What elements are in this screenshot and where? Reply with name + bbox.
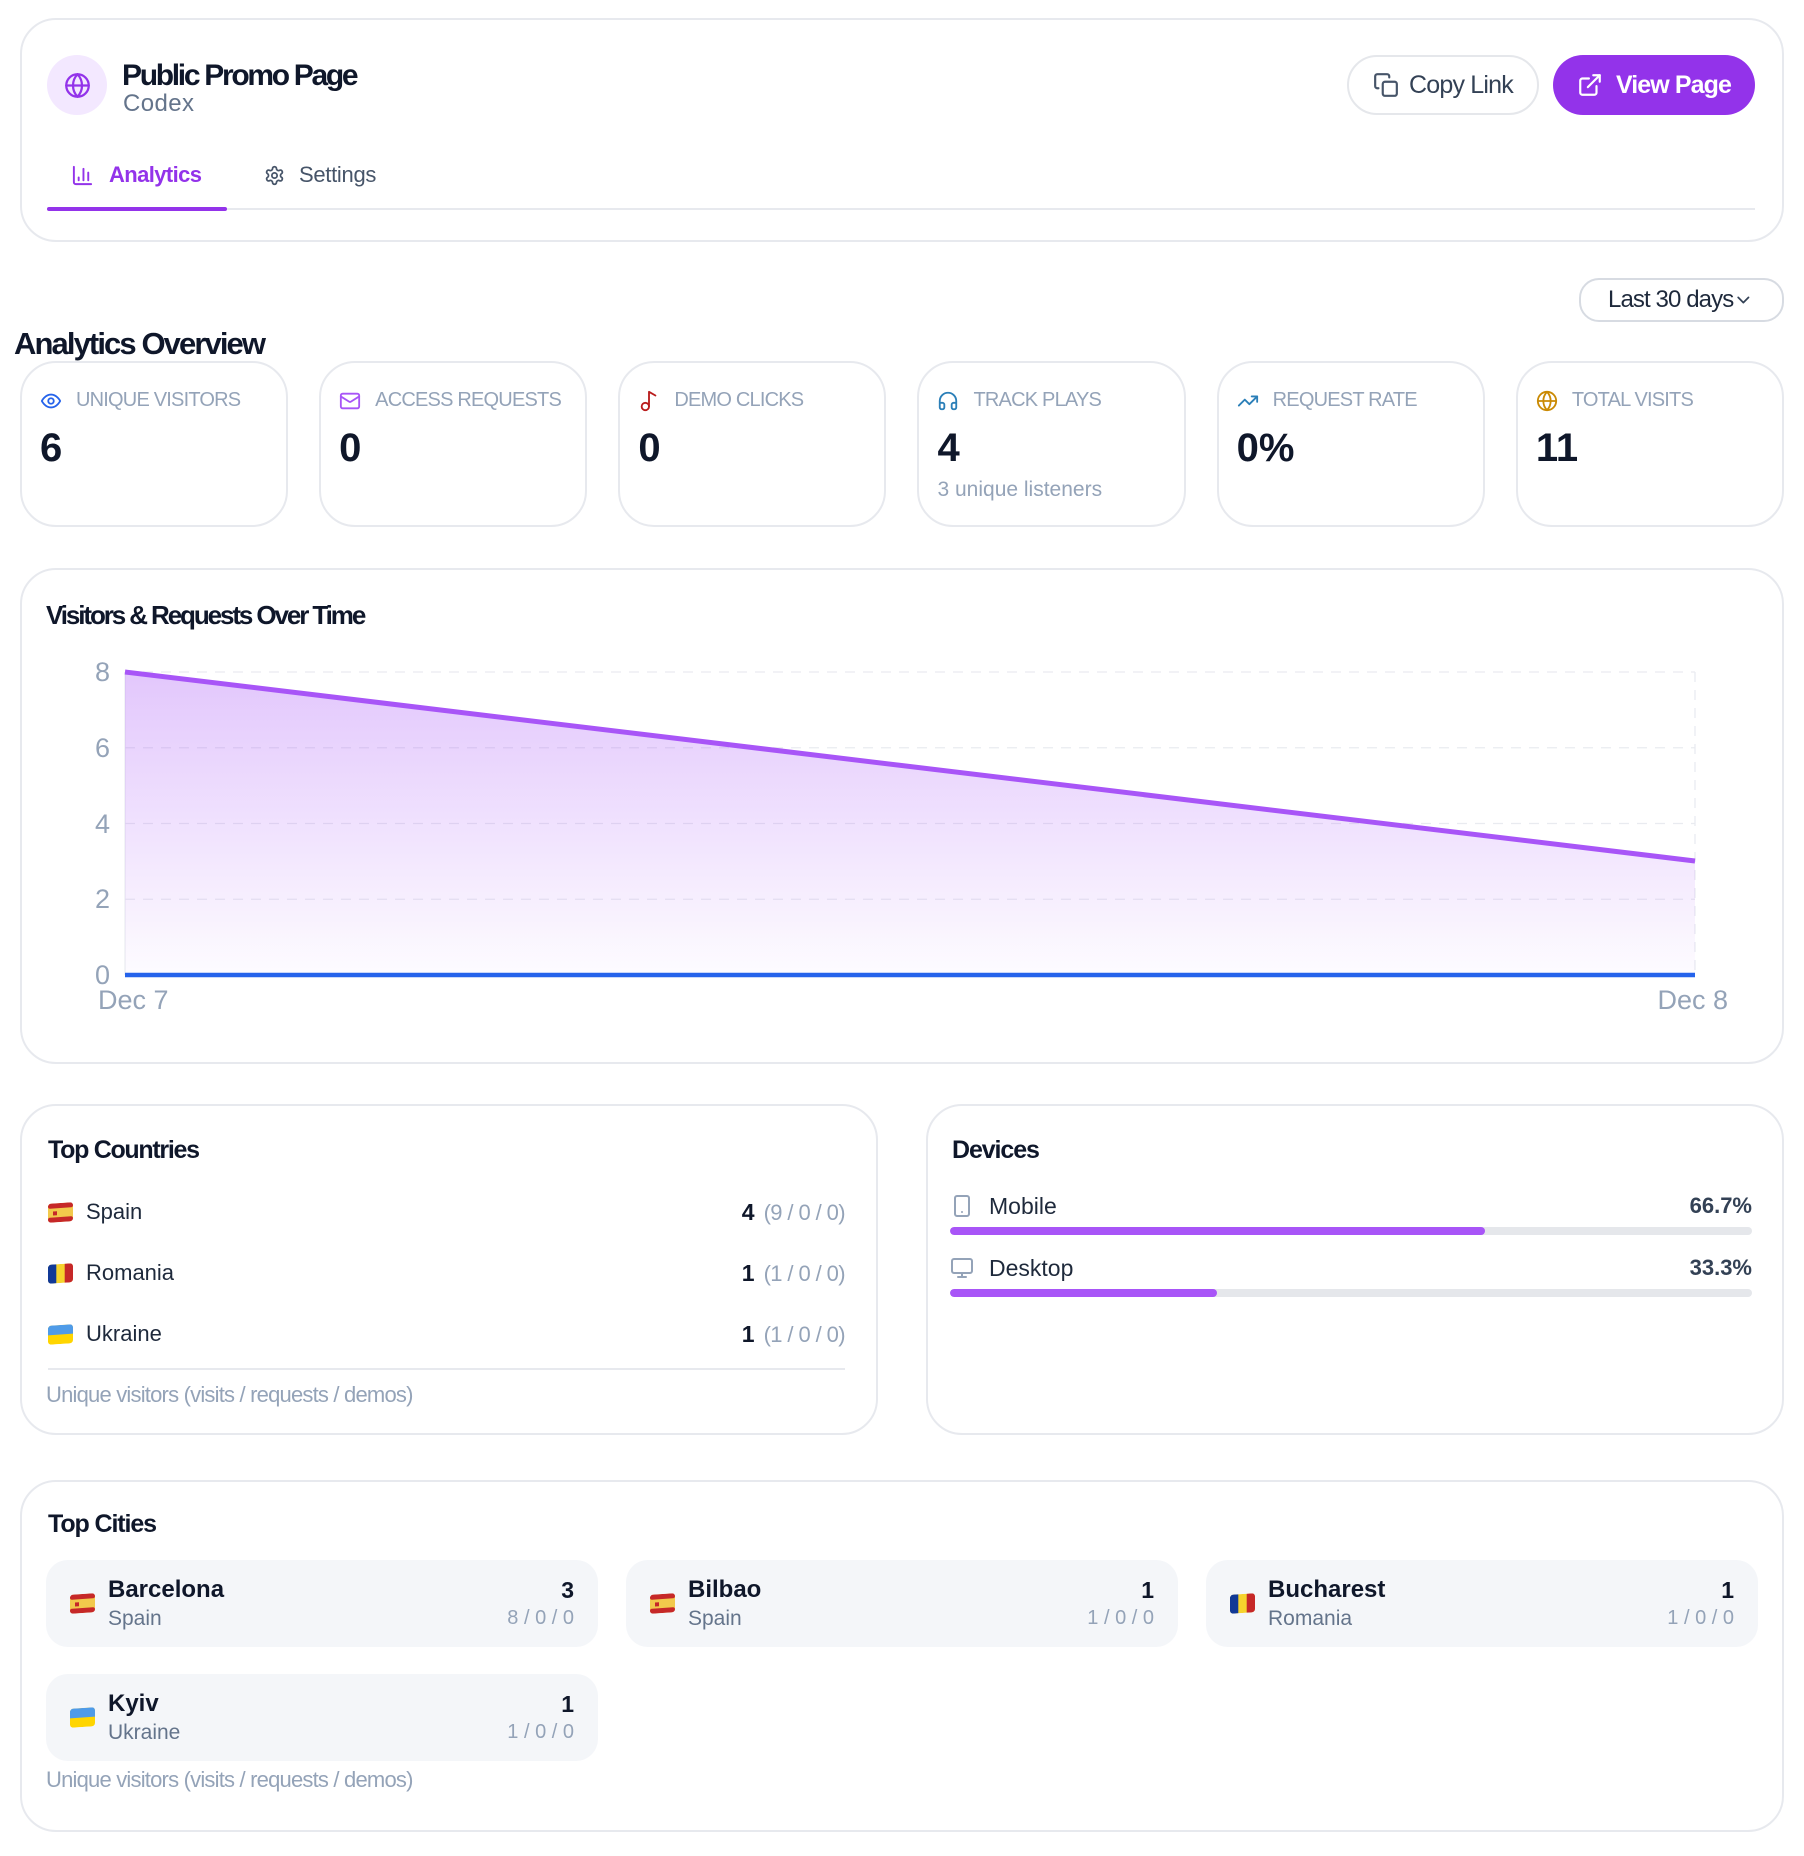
svg-text:Dec 8: Dec 8 xyxy=(1657,985,1728,1015)
svg-text:6: 6 xyxy=(95,733,110,763)
svg-text:4: 4 xyxy=(95,809,110,839)
svg-text:Dec 7: Dec 7 xyxy=(98,985,169,1015)
svg-text:0: 0 xyxy=(95,960,110,990)
svg-text:8: 8 xyxy=(95,657,110,687)
svg-text:2: 2 xyxy=(95,884,110,914)
